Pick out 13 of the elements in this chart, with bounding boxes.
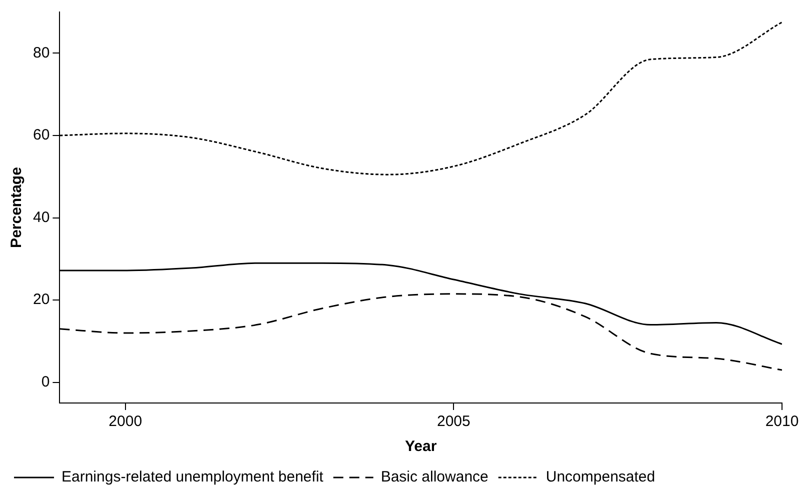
legend-label: Uncompensated bbox=[546, 468, 656, 486]
y-tick-label: 20 bbox=[32, 291, 50, 308]
x-tick-label: 2005 bbox=[436, 413, 470, 430]
y-tick-label: 80 bbox=[32, 44, 50, 62]
x-axis-title: Year bbox=[404, 438, 437, 456]
y-axis-title: Percentage bbox=[8, 167, 26, 248]
y-tick-label: 60 bbox=[32, 126, 50, 144]
x-tick-label: 2000 bbox=[108, 413, 142, 430]
legend-label: Basic allowance bbox=[380, 468, 488, 486]
x-tick-label: 2010 bbox=[765, 413, 799, 430]
y-tick-label: 40 bbox=[32, 208, 50, 226]
legend-label: Earnings-related unemployment benefit bbox=[62, 468, 324, 486]
y-tick-label: 0 bbox=[41, 374, 50, 391]
